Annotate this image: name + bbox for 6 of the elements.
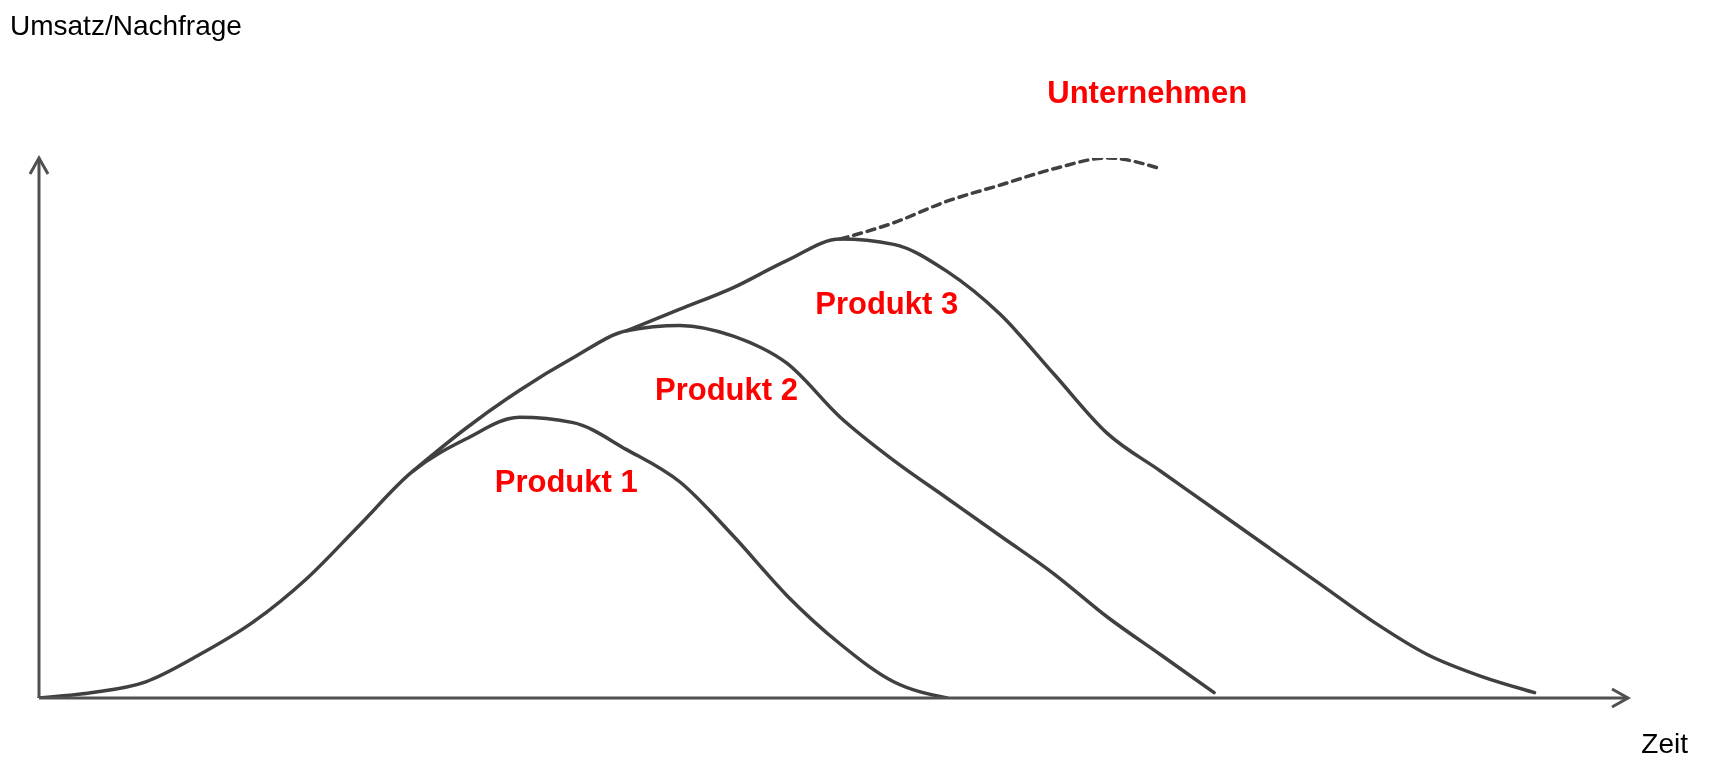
y-axis-title: Umsatz/Nachfrage — [10, 10, 242, 42]
series-label: Produkt 1 — [494, 464, 638, 500]
series-label: Produkt 2 — [654, 372, 798, 408]
x-axis-title: Zeit — [1641, 728, 1688, 760]
series-label: Produkt 3 — [815, 286, 959, 321]
series-label: Unternehmen — [1047, 75, 1248, 110]
